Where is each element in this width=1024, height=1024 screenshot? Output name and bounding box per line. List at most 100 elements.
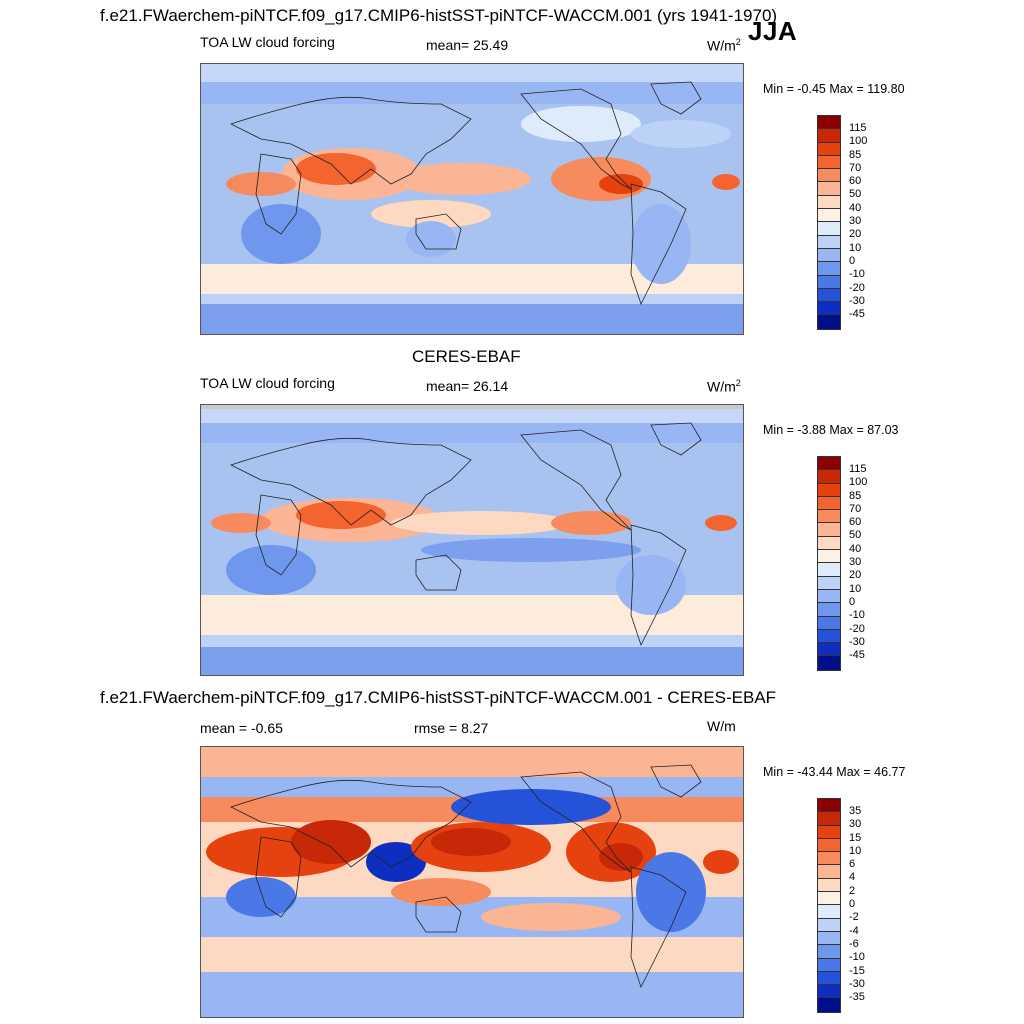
colorbar-tick-label: 35 <box>849 805 862 817</box>
colorbar-tick-label: 60 <box>849 175 862 188</box>
colorbar-swatch <box>818 510 840 524</box>
colorbar-tick-label: 60 <box>849 516 862 529</box>
panel2-variable: TOA LW cloud forcing <box>200 375 335 391</box>
panel2-colorbar-ticks: 115 100 85 70 60 50 40 30 20 10 0 -10 -20 -30 -45 <box>849 463 867 662</box>
colorbar-tick-label: 50 <box>849 188 862 201</box>
colorbar-swatch <box>818 971 840 986</box>
panel1-map <box>200 63 744 335</box>
colorbar-swatch <box>818 838 840 853</box>
colorbar-swatch <box>818 248 840 263</box>
colorbar-tick-label: 10 <box>849 582 862 595</box>
colorbar-swatch <box>818 918 840 932</box>
panel3-colorbar <box>817 798 841 1013</box>
colorbar-swatch <box>818 302 840 316</box>
colorbar-swatch <box>818 209 840 223</box>
colorbar-tick-label: 30 <box>849 818 862 831</box>
colorbar-tick-label: 2 <box>849 884 856 897</box>
colorbar-tick-label: 115 <box>849 463 867 475</box>
panel2-title: CERES-EBAF <box>412 347 521 366</box>
colorbar-swatch <box>818 563 840 577</box>
colorbar-swatch <box>818 536 840 551</box>
panel2-minmax: Min = -3.88 Max = 87.03 <box>763 423 899 437</box>
colorbar-swatch <box>818 998 840 1012</box>
colorbar-swatch <box>818 496 840 511</box>
colorbar-swatch <box>818 195 840 210</box>
colorbar-tick-label: -30 <box>849 977 865 990</box>
colorbar-swatch <box>818 142 840 156</box>
colorbar-swatch <box>818 958 840 972</box>
colorbar-tick-label: -10 <box>849 609 865 622</box>
season-label: JJA <box>748 16 798 46</box>
panel2-units: W/m2 <box>707 378 741 395</box>
colorbar-tick-label: -30 <box>849 635 865 648</box>
colorbar-swatch <box>818 603 840 617</box>
colorbar-swatch <box>818 457 840 471</box>
panel2-map <box>200 404 744 676</box>
colorbar-swatch <box>818 235 840 249</box>
colorbar-tick-label: 0 <box>849 254 856 267</box>
colorbar-tick-label: 85 <box>849 489 862 502</box>
panel3-minmax: Min = -43.44 Max = 46.77 <box>763 765 906 779</box>
colorbar-swatch <box>818 483 840 497</box>
colorbar-swatch <box>818 865 840 879</box>
colorbar-tick-label: 6 <box>849 858 856 871</box>
colorbar-swatch <box>818 262 840 276</box>
panel2-map-field <box>201 405 743 675</box>
colorbar-tick-label: -35 <box>849 991 865 1004</box>
panel3-map-field <box>201 747 743 1017</box>
panel3-mean: mean = -0.65 <box>200 720 283 736</box>
colorbar-tick-label: 115 <box>849 122 867 134</box>
panel1-variable: TOA LW cloud forcing <box>200 34 335 50</box>
colorbar-swatch <box>818 825 840 839</box>
panel3-rmse: rmse = 8.27 <box>414 720 489 736</box>
colorbar-tick-label: 40 <box>849 542 862 555</box>
colorbar-tick-label: -6 <box>849 937 859 950</box>
colorbar-swatch <box>818 892 840 906</box>
colorbar-tick-label: -20 <box>849 281 865 294</box>
colorbar-tick-label: -4 <box>849 924 859 937</box>
colorbar-swatch <box>818 643 840 657</box>
colorbar-swatch <box>818 905 840 919</box>
colorbar-swatch <box>818 985 840 999</box>
colorbar-tick-label: 20 <box>849 569 862 582</box>
colorbar-swatch <box>818 222 840 236</box>
colorbar-swatch <box>818 155 840 170</box>
panel3-units: W/m <box>707 718 736 734</box>
colorbar-tick-label: -2 <box>849 911 859 924</box>
panel3-map <box>200 746 744 1018</box>
colorbar-tick-label: 30 <box>849 215 862 228</box>
colorbar-swatch <box>818 616 840 630</box>
panel1-colorbar-ticks: 115 100 85 70 60 50 40 30 20 10 0 -10 -20 -30 -45 <box>849 122 867 321</box>
colorbar-tick-label: -30 <box>849 294 865 307</box>
colorbar-tick-label: 100 <box>849 135 868 148</box>
colorbar-swatch <box>818 589 840 604</box>
panel1-mean: mean= 25.49 <box>426 37 509 53</box>
colorbar-swatch <box>818 576 840 590</box>
colorbar-tick-label: -10 <box>849 268 865 281</box>
colorbar-swatch <box>818 931 840 946</box>
colorbar-swatch <box>818 129 840 143</box>
colorbar-swatch <box>818 315 840 329</box>
panel1-units: W/m2 <box>707 37 741 54</box>
colorbar-tick-label: 100 <box>849 476 868 489</box>
colorbar-tick-label: 50 <box>849 529 862 542</box>
colorbar-tick-label: 30 <box>849 556 862 569</box>
colorbar-tick-label: 4 <box>849 871 856 884</box>
colorbar-tick-label: 0 <box>849 595 856 608</box>
colorbar-swatch <box>818 812 840 826</box>
colorbar-tick-label: -15 <box>849 964 865 977</box>
colorbar-swatch <box>818 182 840 196</box>
colorbar-tick-label: 0 <box>849 898 856 911</box>
colorbar-swatch <box>818 288 840 303</box>
colorbar-tick-label: 15 <box>849 831 862 844</box>
panel1-title: f.e21.FWaerchem-piNTCF.f09_g17.CMIP6-his… <box>100 6 778 25</box>
panel1-colorbar <box>817 115 841 330</box>
colorbar-swatch <box>818 523 840 537</box>
colorbar-swatch <box>818 656 840 670</box>
colorbar-tick-label: -20 <box>849 622 865 635</box>
panel1-map-field <box>201 64 743 334</box>
colorbar-swatch <box>818 275 840 289</box>
panel3-colorbar-ticks: 35 30 15 10 6 4 2 0 -2 -4 -6 -10 -15 -30 -35 <box>849 805 865 1004</box>
panel3-title: f.e21.FWaerchem-piNTCF.f09_g17.CMIP6-his… <box>100 688 777 707</box>
panel2-mean: mean= 26.14 <box>426 378 509 394</box>
